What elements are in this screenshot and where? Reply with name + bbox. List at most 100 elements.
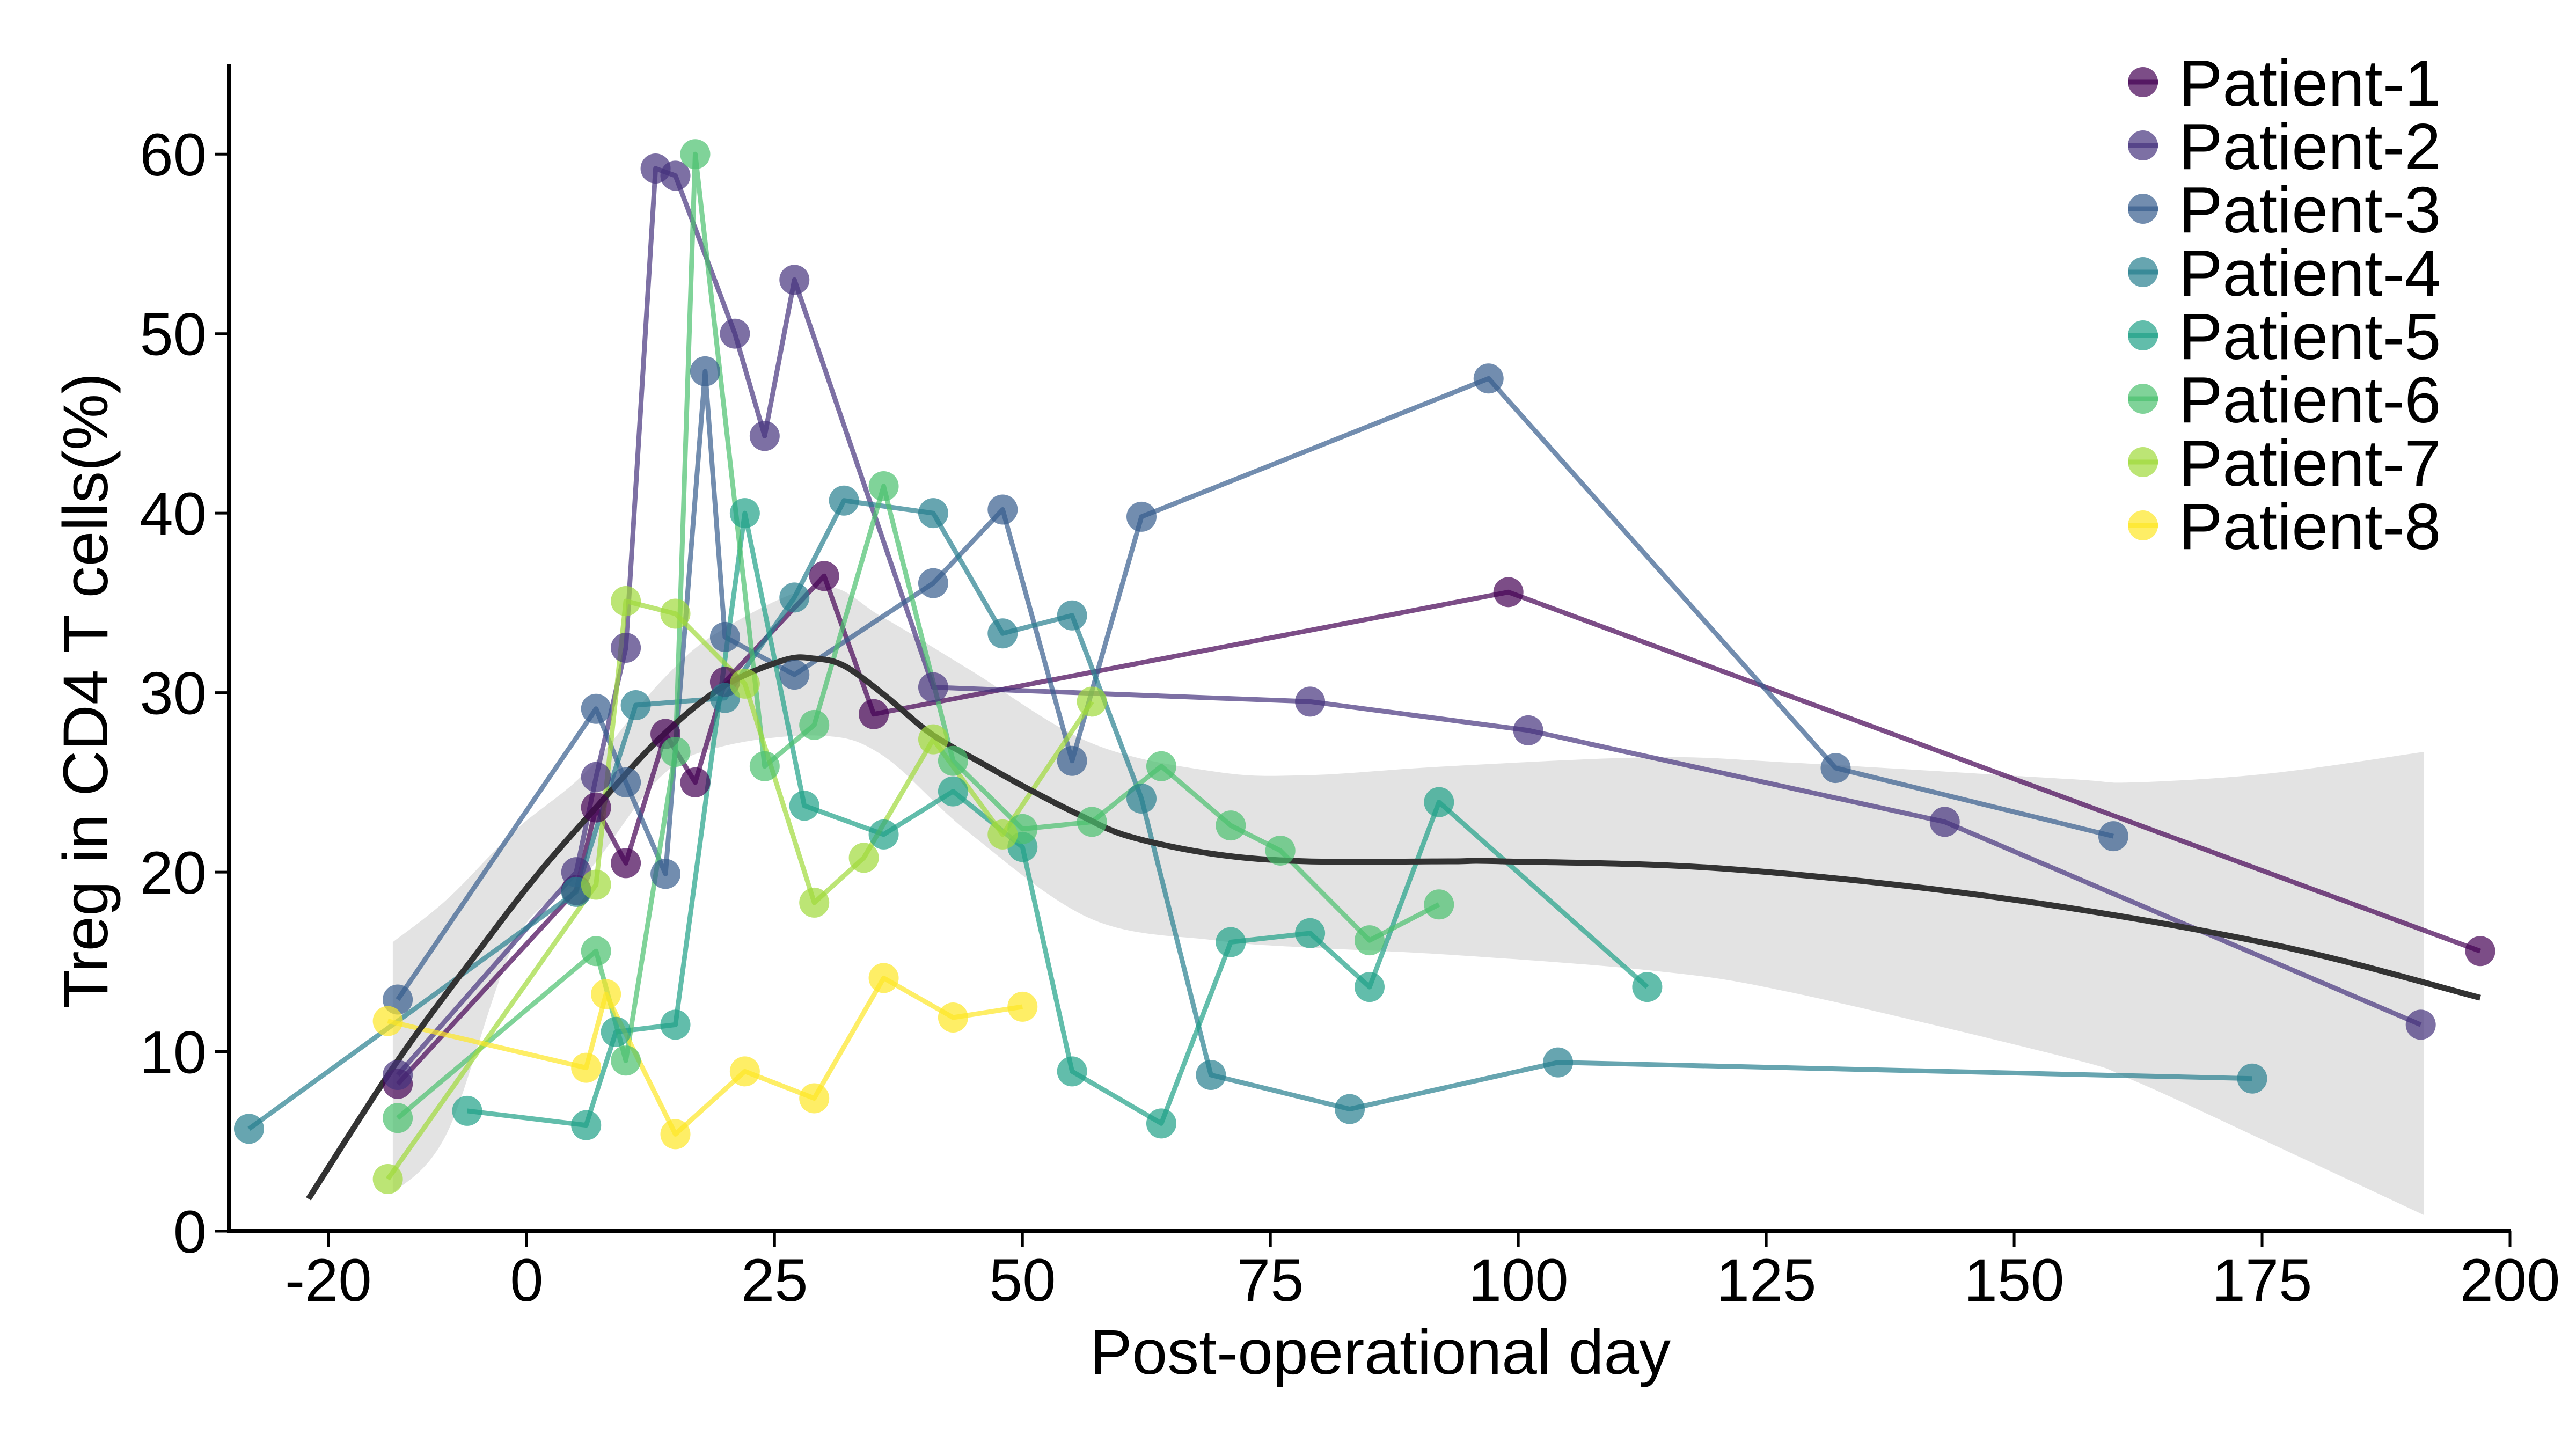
data-point-patient-5 — [1057, 1056, 1087, 1087]
legend-item-patient-2: Patient-2 — [2128, 110, 2441, 183]
data-point-patient-6 — [938, 745, 968, 776]
data-point-patient-4 — [987, 618, 1018, 649]
data-point-patient-7 — [581, 869, 611, 900]
data-point-patient-5 — [789, 791, 819, 821]
data-point-patient-7 — [372, 1164, 403, 1195]
data-point-patient-5 — [1424, 787, 1454, 817]
data-point-patient-2 — [660, 160, 691, 191]
series-points-layer — [233, 139, 2496, 1195]
legend-item-patient-5: Patient-5 — [2128, 300, 2441, 373]
data-point-patient-5 — [1146, 1108, 1176, 1139]
data-point-patient-3 — [611, 767, 641, 797]
data-point-patient-3 — [581, 693, 611, 724]
data-point-patient-3 — [650, 859, 681, 889]
y-tick-label: 30 — [140, 660, 207, 727]
legend-label: Patient-4 — [2179, 237, 2441, 310]
legend-item-patient-7: Patient-7 — [2128, 427, 2441, 500]
data-point-patient-7 — [729, 668, 760, 699]
data-point-patient-4 — [1335, 1094, 1365, 1124]
y-tick-label: 20 — [140, 839, 207, 906]
data-point-patient-5 — [938, 776, 968, 807]
data-point-patient-7 — [848, 843, 879, 873]
data-point-patient-7 — [918, 724, 948, 755]
series-line-patient-3 — [396, 369, 2114, 1001]
data-point-patient-1 — [680, 767, 711, 797]
data-point-patient-5 — [601, 1016, 631, 1047]
y-tick-label: 50 — [140, 301, 207, 368]
legend-item-patient-4: Patient-4 — [2128, 237, 2441, 310]
legend-label: Patient-6 — [2179, 363, 2441, 436]
data-point-patient-6 — [749, 751, 780, 781]
data-point-patient-2 — [383, 1060, 413, 1091]
data-point-patient-7 — [799, 887, 830, 918]
legend-label: Patient-5 — [2179, 300, 2441, 373]
data-point-patient-2 — [918, 672, 948, 702]
data-point-patient-5 — [1216, 927, 1246, 957]
data-point-patient-4 — [829, 485, 859, 516]
x-tick-label: 175 — [2212, 1247, 2312, 1314]
x-tick-label: 25 — [741, 1247, 808, 1314]
data-point-patient-5 — [1295, 918, 1326, 948]
legend-label: Patient-3 — [2179, 173, 2441, 246]
data-point-patient-4 — [233, 1114, 264, 1144]
data-point-patient-2 — [581, 762, 611, 792]
y-axis-title: Treg in CD4 T cells(%) — [50, 373, 121, 1009]
x-tick-label: 100 — [1468, 1247, 1569, 1314]
x-tick-label: 125 — [1716, 1247, 1817, 1314]
data-point-patient-1 — [2465, 936, 2496, 967]
data-point-patient-6 — [611, 1045, 641, 1076]
data-point-patient-5 — [1355, 972, 1385, 1002]
data-point-patient-1 — [809, 561, 839, 591]
x-tick-label: 50 — [989, 1247, 1056, 1314]
data-point-patient-5 — [660, 1009, 691, 1040]
legend-item-patient-8: Patient-8 — [2128, 490, 2441, 563]
data-point-patient-3 — [1126, 501, 1157, 532]
data-point-patient-2 — [779, 265, 810, 295]
data-point-patient-2 — [1513, 715, 1543, 745]
x-tick-label: 75 — [1237, 1247, 1304, 1314]
data-point-patient-8 — [799, 1083, 830, 1114]
data-point-patient-3 — [690, 356, 720, 386]
data-point-patient-6 — [680, 139, 711, 170]
data-point-patient-4 — [1543, 1047, 1574, 1078]
y-tick-label: 10 — [140, 1019, 207, 1086]
axes: 0 10 20 30 40 50 60 -20 0 25 50 75 100 125 150 175 200 — [140, 64, 2560, 1314]
series-line-patient-6 — [396, 151, 1440, 1120]
data-point-patient-8 — [571, 1052, 602, 1083]
legend-label: Patient-2 — [2179, 110, 2441, 183]
x-tick-label: 150 — [1964, 1247, 2065, 1314]
data-point-patient-6 — [383, 1103, 413, 1133]
data-point-patient-6 — [1077, 807, 1107, 837]
data-point-patient-3 — [1820, 753, 1851, 784]
data-point-patient-3 — [2098, 821, 2128, 852]
data-point-patient-3 — [779, 660, 810, 690]
data-point-patient-5 — [571, 1110, 602, 1140]
legend-item-patient-3: Patient-3 — [2128, 173, 2441, 246]
y-tick-label: 40 — [140, 480, 207, 547]
legend-label: Patient-8 — [2179, 490, 2441, 563]
smooth-fit-layer — [306, 654, 2481, 1201]
smooth-fit-line — [306, 654, 2481, 1201]
series-line-patient-5 — [466, 510, 1649, 1128]
data-point-patient-3 — [1057, 745, 1087, 776]
data-point-patient-7 — [660, 598, 691, 629]
data-point-patient-5 — [1632, 972, 1663, 1002]
data-point-patient-7 — [987, 819, 1018, 850]
data-point-patient-4 — [1196, 1060, 1226, 1091]
data-point-patient-2 — [2405, 1009, 2436, 1040]
data-point-patient-8 — [729, 1056, 760, 1087]
data-point-patient-5 — [729, 498, 760, 529]
data-point-patient-1 — [859, 699, 889, 729]
data-point-patient-3 — [918, 568, 948, 598]
data-point-patient-2 — [1295, 686, 1326, 717]
data-point-patient-3 — [987, 494, 1018, 525]
data-point-patient-3 — [1473, 363, 1504, 394]
data-point-patient-1 — [1493, 577, 1524, 608]
data-point-patient-7 — [1077, 686, 1107, 717]
data-point-patient-3 — [709, 621, 740, 652]
data-point-patient-6 — [868, 471, 899, 501]
legend-label: Patient-7 — [2179, 427, 2441, 500]
data-point-patient-4 — [1057, 600, 1087, 631]
data-point-patient-2 — [749, 421, 780, 451]
data-point-patient-4 — [779, 582, 810, 613]
